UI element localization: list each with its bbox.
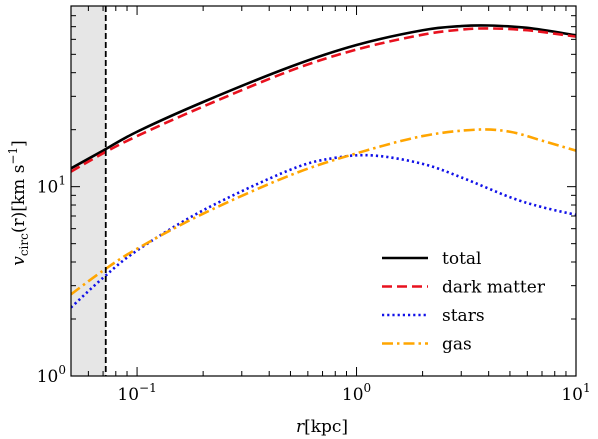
legend-label: total (442, 249, 481, 269)
legend-label: dark matter (442, 278, 546, 298)
x-axis-label-main: r (296, 417, 305, 437)
x-tick-label: 101 (561, 381, 590, 405)
series-lines (71, 24, 576, 309)
y-axis-label-unit: [km s (9, 165, 29, 212)
x-axis-label-unit: [kpc] (304, 417, 348, 437)
plot-frame (70, 5, 577, 377)
shaded-region (71, 6, 106, 376)
y-axis-label-unit-close: ] (9, 140, 29, 147)
y-axis-label-unit-exp: −1 (6, 147, 20, 165)
series-line-gas (71, 128, 576, 296)
legend-label: gas (442, 335, 472, 355)
legend-label: stars (442, 306, 485, 326)
x-tick-label: 100 (342, 381, 371, 405)
y-axis-label-main: v (9, 256, 29, 266)
y-tick-label: 100 (37, 363, 66, 387)
excluded-region-shade (71, 6, 106, 376)
y-axis-label-arg: (r) (9, 212, 29, 233)
y-ticks: 100 101 (37, 5, 576, 387)
x-axis-label: r[kpc] (296, 417, 348, 437)
series-line-total (71, 24, 576, 170)
series-line-dark-matter (71, 27, 576, 173)
x-ticks: 10−1 100 101 (70, 6, 591, 405)
series-line-stars (71, 153, 576, 309)
legend: total dark matter stars gas (382, 249, 546, 355)
x-tick-label: 10−1 (117, 381, 156, 405)
y-tick-label: 101 (37, 174, 66, 198)
y-axis-label-sub: circ (17, 233, 31, 256)
y-axis-label: vcirc(r)[km s−1] (6, 140, 31, 266)
